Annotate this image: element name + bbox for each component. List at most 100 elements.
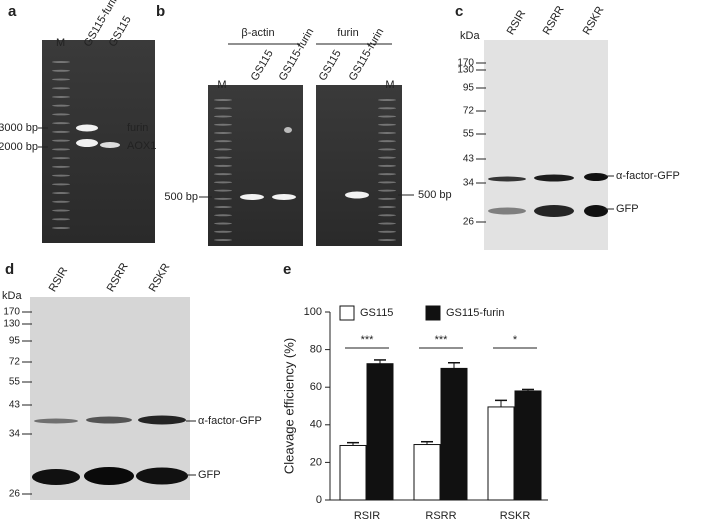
marker-label: 26 xyxy=(9,489,21,500)
significance-label: *** xyxy=(361,334,375,346)
band xyxy=(34,418,78,424)
band xyxy=(214,197,232,200)
band xyxy=(214,156,232,159)
bar xyxy=(487,406,515,501)
legend-label: GS115-furin xyxy=(446,307,505,319)
band xyxy=(52,130,70,133)
band xyxy=(378,181,396,184)
lane-label: GS115 xyxy=(317,48,344,83)
band xyxy=(214,99,232,101)
marker-label: 43 xyxy=(9,400,21,411)
lane-label: RSRR xyxy=(541,4,567,37)
x-tick-label: RSIR xyxy=(354,510,380,519)
y-tick-label: 40 xyxy=(310,419,322,431)
band xyxy=(86,416,132,424)
significance-label: * xyxy=(513,334,518,346)
lane-label: RSKR xyxy=(581,4,607,37)
band xyxy=(32,469,80,485)
y-tick-label: 80 xyxy=(310,344,322,356)
marker-label: 170 xyxy=(3,307,20,318)
bar xyxy=(339,444,367,501)
band xyxy=(378,206,396,209)
band xyxy=(52,78,70,81)
band xyxy=(534,205,574,217)
y-tick-label: 100 xyxy=(304,306,322,318)
band-label: α-factor-GFP xyxy=(198,415,262,427)
band xyxy=(52,69,70,72)
band xyxy=(378,131,396,134)
band xyxy=(214,148,232,151)
band xyxy=(240,194,264,200)
band xyxy=(378,230,396,233)
band xyxy=(378,164,396,167)
marker-label: 170 xyxy=(457,58,474,69)
marker-label: 55 xyxy=(9,377,21,388)
band xyxy=(52,227,70,229)
band xyxy=(84,467,134,485)
band xyxy=(52,148,70,151)
panel-label: e xyxy=(283,261,291,278)
band-label: AOX1 xyxy=(127,140,156,152)
band xyxy=(52,104,70,107)
lane-label: GS115-furin xyxy=(277,26,317,83)
band xyxy=(52,122,70,125)
bar xyxy=(514,390,542,501)
size-label: 3000 bp xyxy=(0,122,38,134)
band xyxy=(52,218,70,221)
band xyxy=(378,148,396,151)
bar xyxy=(366,363,394,501)
marker-label: 55 xyxy=(463,129,475,140)
band xyxy=(52,139,70,142)
significance-label: *** xyxy=(435,334,449,346)
legend-swatch xyxy=(425,305,441,321)
marker-label: 130 xyxy=(457,65,474,76)
band xyxy=(488,176,526,182)
band xyxy=(214,123,232,126)
band xyxy=(488,207,526,215)
legend-label: GS115 xyxy=(360,307,393,319)
band xyxy=(100,142,120,148)
x-tick-label: RSRR xyxy=(425,510,456,519)
band xyxy=(76,124,98,132)
band xyxy=(214,164,232,167)
marker-label: 26 xyxy=(463,217,475,228)
lane-label: M xyxy=(56,37,65,49)
unit-label: kDa xyxy=(460,30,480,42)
band xyxy=(76,139,98,147)
panel-label: d xyxy=(5,261,14,278)
band xyxy=(378,140,396,143)
band-label: α-factor-GFP xyxy=(616,170,680,182)
band xyxy=(378,99,396,101)
band-label: furin xyxy=(127,122,148,134)
group-label: furin xyxy=(337,27,358,39)
lane-label: RSRR xyxy=(105,261,131,294)
band xyxy=(52,174,70,177)
marker-label: 72 xyxy=(9,357,21,368)
band xyxy=(52,183,70,186)
blot xyxy=(30,297,190,500)
lane-label: RSKR xyxy=(147,261,173,294)
panel-label: a xyxy=(8,3,17,20)
bar xyxy=(413,444,441,501)
band xyxy=(584,205,608,217)
size-label: 500 bp xyxy=(164,191,198,203)
band xyxy=(214,181,232,184)
blot xyxy=(484,40,608,250)
band xyxy=(378,239,396,241)
band xyxy=(378,123,396,126)
band xyxy=(52,113,70,116)
lane-label: M xyxy=(217,79,226,91)
band xyxy=(52,200,70,203)
band xyxy=(52,87,70,90)
band xyxy=(214,131,232,134)
band xyxy=(214,230,232,233)
marker-label: 130 xyxy=(3,319,20,330)
band-label: GFP xyxy=(198,469,221,481)
lane-label: M xyxy=(385,79,394,91)
marker-label: 34 xyxy=(9,429,21,440)
band xyxy=(214,173,232,176)
group-label: β-actin xyxy=(241,27,274,39)
band xyxy=(136,467,188,485)
band xyxy=(214,214,232,217)
